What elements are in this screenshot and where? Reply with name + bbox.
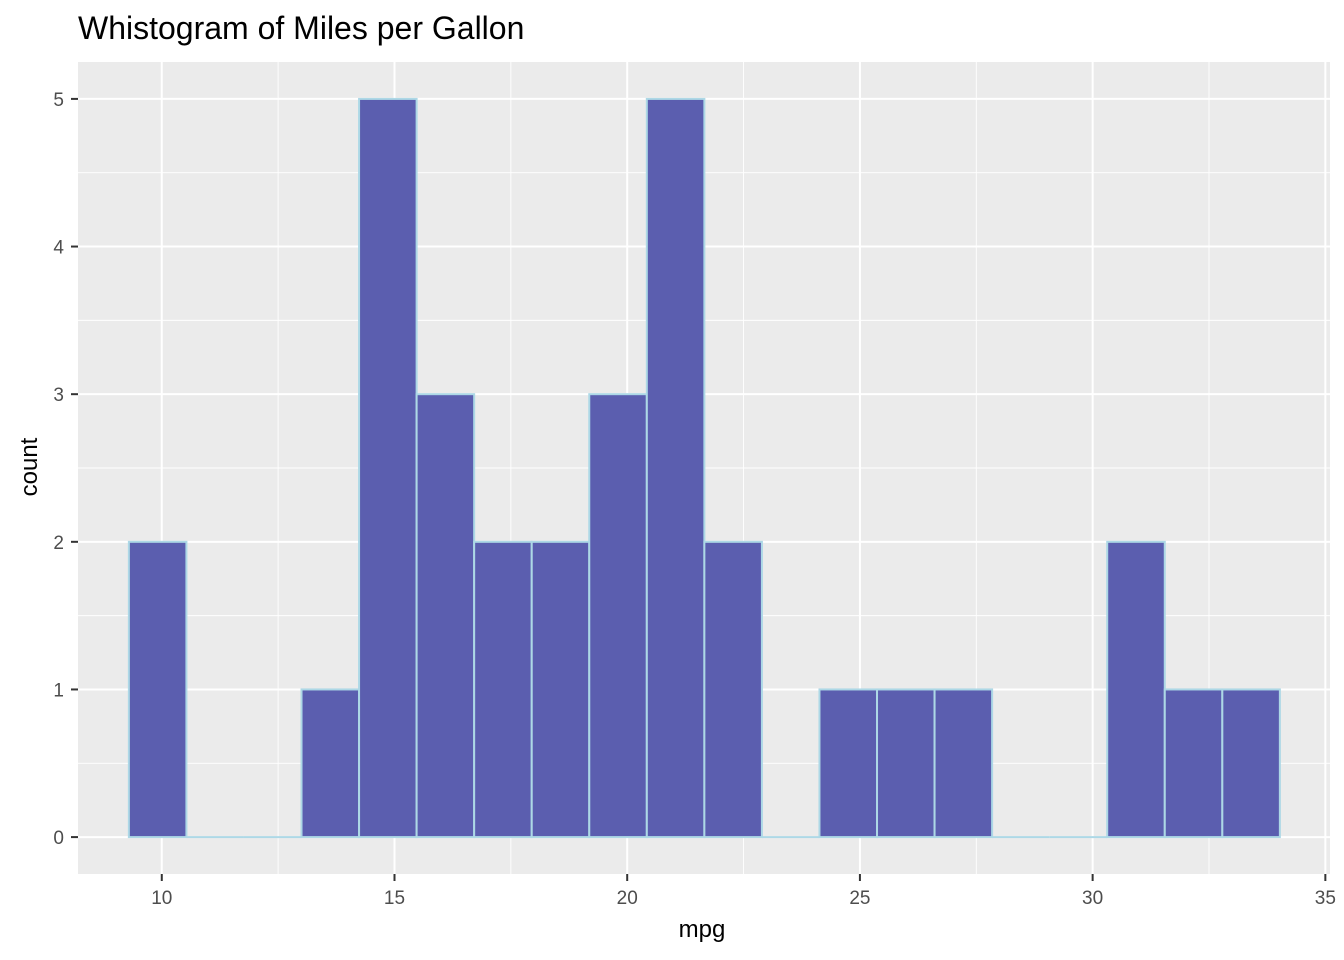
histogram-bar-6: [415, 393, 476, 839]
histogram-bar-11: [703, 540, 763, 839]
histogram-bar-18: [1106, 540, 1166, 839]
y-axis-title: count: [16, 437, 43, 497]
x-tick-label: 25: [849, 888, 870, 909]
x-tick-label: 15: [384, 888, 405, 909]
x-tick-label: 30: [1082, 888, 1103, 909]
histogram-bar-19: [1163, 688, 1224, 839]
histogram-bar-1: [127, 540, 188, 839]
x-tick-label: 35: [1315, 888, 1336, 909]
y-tick-label: 3: [53, 385, 64, 406]
y-tick-label: 4: [53, 238, 64, 259]
y-tick-label: 2: [53, 533, 64, 554]
y-tick-label: 1: [53, 680, 64, 701]
y-tick-label: 0: [53, 828, 64, 849]
y-tick-label: 5: [53, 90, 64, 111]
histogram-bar-20: [1221, 688, 1281, 839]
histogram-bar-14: [876, 688, 936, 839]
chart-title: Whistogram of Miles per Gallon: [78, 10, 525, 46]
histogram-bar-4: [300, 688, 361, 839]
histogram-bar-13: [818, 688, 879, 839]
x-axis-title: mpg: [678, 916, 726, 943]
histogram-bar-7: [473, 540, 533, 839]
histogram-bar-5: [358, 97, 418, 839]
histogram-bar-8: [530, 540, 591, 839]
histogram-bar-9: [588, 393, 648, 839]
x-tick-label: 10: [151, 888, 172, 909]
histogram-bar-10: [645, 97, 706, 839]
histogram-bar-15: [933, 688, 994, 839]
x-tick-label: 20: [617, 888, 638, 909]
